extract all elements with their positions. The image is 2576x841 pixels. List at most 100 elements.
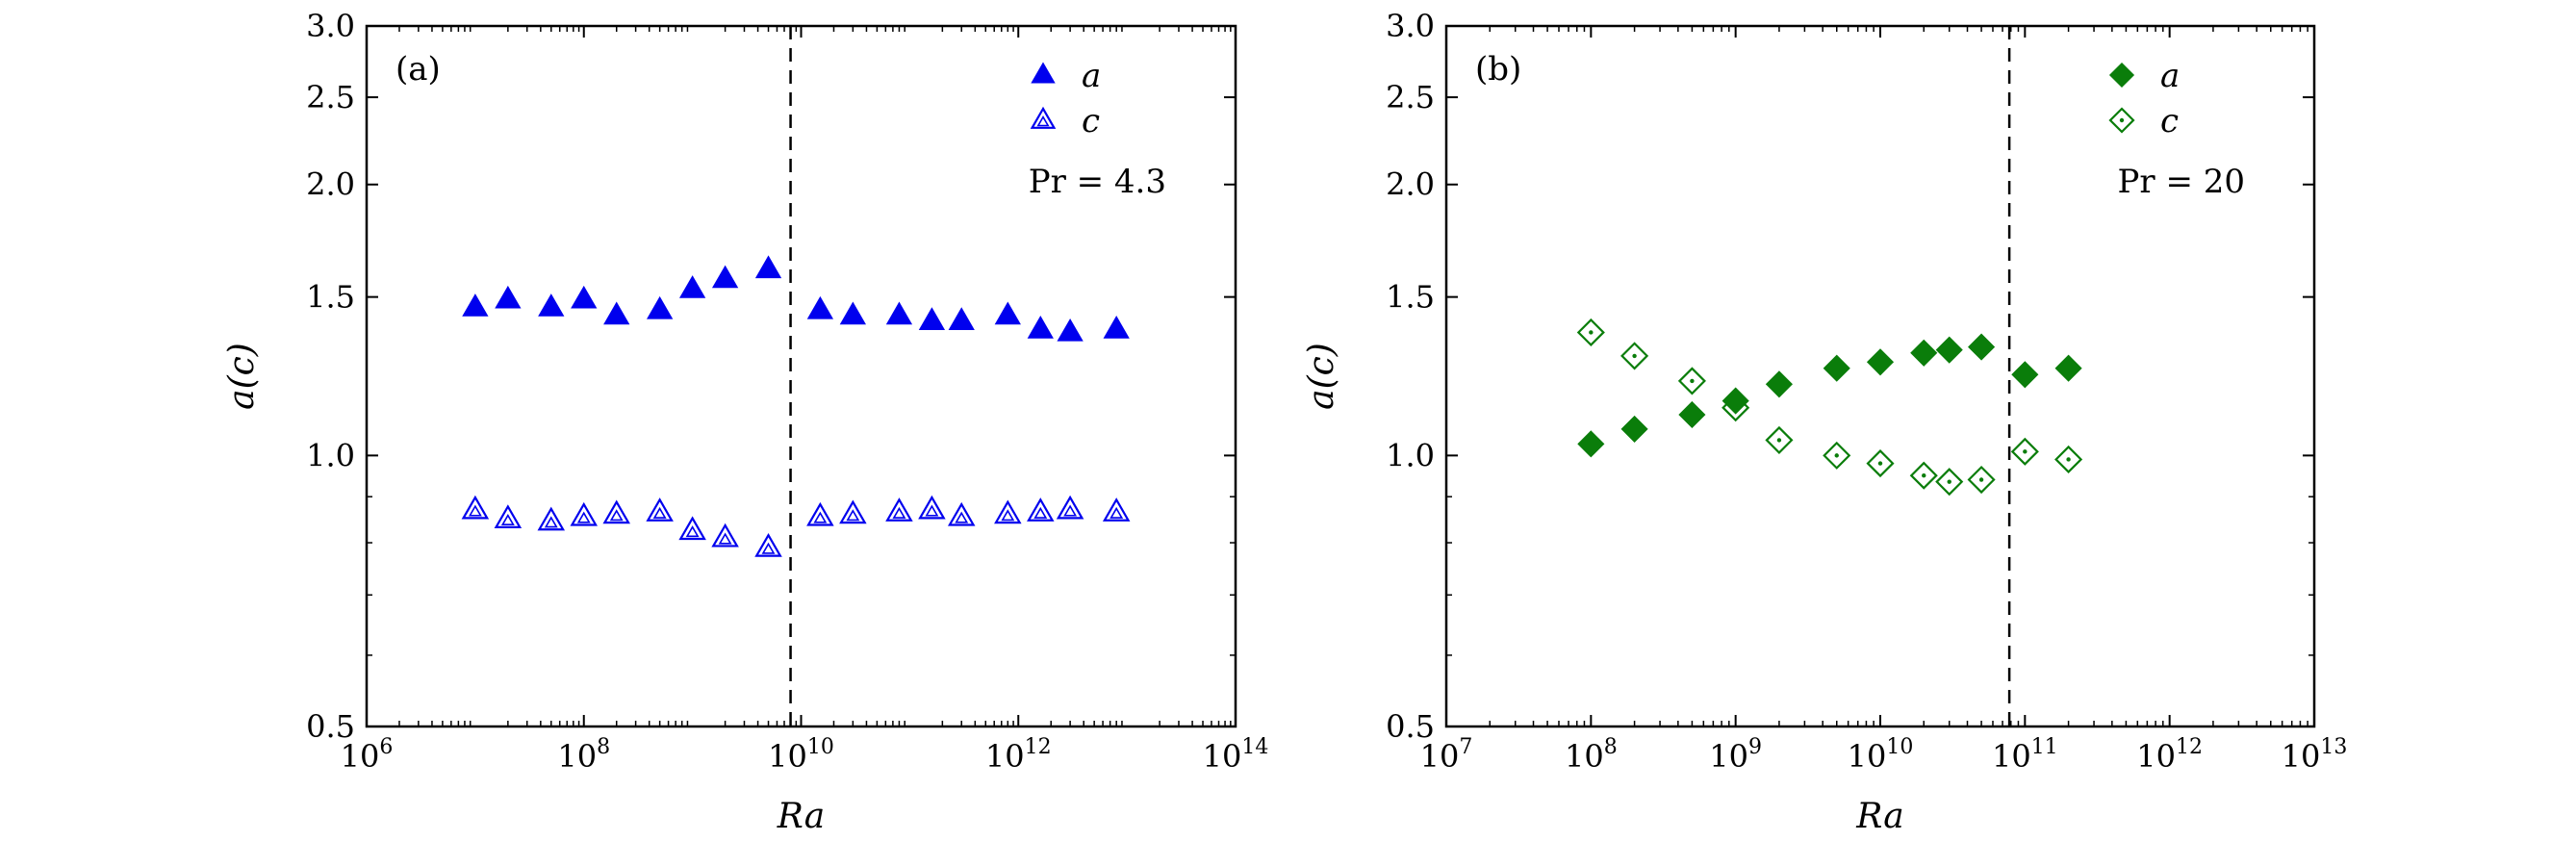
p0-x-tick-label: 108 <box>557 735 610 775</box>
p1-series-c-point <box>1909 461 1938 490</box>
p0-series-a-point <box>711 265 739 289</box>
p0-y-axis-label: a(c) <box>222 343 262 410</box>
p1-series-c-point <box>1823 441 1851 470</box>
panel-a: 106 108 1010 1012 10140.51.01.52.02.53.0Raa(… <box>222 8 1268 836</box>
p0-series-a-point <box>462 293 489 317</box>
panel-b: 107 108 109 1010 1011 1012 1013 0.5 1.0 1.5 2.0 2.5… <box>1302 8 2347 836</box>
p0-y-tick-label: 1.5 <box>306 279 355 316</box>
p1-series-c-point <box>1677 367 1706 395</box>
p0-plot-frame <box>365 24 1237 728</box>
p1-series-c-point <box>2054 445 2083 474</box>
p1-y-tick-label: 1.5 <box>1386 279 1435 316</box>
p0-series-a-point <box>538 293 565 317</box>
p1-series-a-point <box>1968 333 1996 361</box>
p0-series-a-point <box>839 301 867 325</box>
p0-series-c-point <box>1056 495 1084 520</box>
p0-series-c-point <box>918 495 946 520</box>
p1-x-tick-label: 1011 <box>1992 735 2058 775</box>
p0-legend-label-c: c <box>1082 102 1100 140</box>
p0-series-a-point <box>603 301 630 325</box>
p1-x-axis-label: Ra <box>1855 797 1903 836</box>
p0-series-c-point <box>947 501 976 526</box>
p1-series-a-point <box>1678 400 1706 429</box>
p1-x-tick-label: 107 <box>1420 735 1473 775</box>
p1-legend-marker-a <box>2108 62 2135 89</box>
p1-series-c-point <box>1935 468 1964 497</box>
p1-series-a-point <box>1577 430 1605 458</box>
p1-series-c-point <box>1765 425 1794 454</box>
p0-y-tick-label: 2.0 <box>306 166 355 203</box>
p0-series-a-point <box>806 295 834 319</box>
p1-x-tick-label: 1010 <box>1848 735 1914 775</box>
p0-legend-marker-a <box>1031 62 1056 84</box>
p0-series-a-point <box>495 285 522 309</box>
p0-series-c-point <box>994 499 1022 524</box>
p1-y-tick-label: 2.5 <box>1386 79 1435 115</box>
p0-panel-label: (a) <box>395 50 441 89</box>
p1-panel-label: (b) <box>1475 50 1521 89</box>
p1-series-a-point <box>1866 348 1895 376</box>
p1-prandtl-annotation: Pr = 20 <box>2118 163 2246 201</box>
p1-plot-frame <box>1444 24 2316 728</box>
p0-series-c-point <box>754 532 782 557</box>
p1-y-tick-label: 1.0 <box>1386 437 1435 473</box>
p1-series-a-point <box>1620 415 1648 443</box>
p0-x-axis-label: Ra <box>777 797 825 836</box>
p0-series-a-point <box>994 301 1021 325</box>
p1-series-a-point <box>1935 336 1963 364</box>
p0-y-tick-label: 3.0 <box>306 8 355 44</box>
p0-series-a-point <box>1103 316 1130 339</box>
p0-prandtl-annotation: Pr = 4.3 <box>1029 163 1166 201</box>
p1-series-a-point <box>1722 387 1749 415</box>
p0-series-a-point <box>948 307 975 330</box>
p0-legend-marker-c <box>1030 106 1057 129</box>
p0-series-c-point <box>602 499 630 524</box>
p0-series-a-point <box>918 307 946 330</box>
p1-y-tick-label: 0.5 <box>1386 708 1435 745</box>
p1-series-a-point <box>1910 339 1938 367</box>
p0-x-tick-label: 106 <box>341 735 394 775</box>
p0-y-tick-label: 1.0 <box>306 437 355 473</box>
p0-x-tick-label: 1014 <box>1203 735 1269 775</box>
p0-series-c-point <box>1102 497 1131 522</box>
p0-series-c-point <box>646 497 674 522</box>
p0-series-a-point <box>571 285 598 309</box>
p1-series-a-point <box>2011 361 2039 389</box>
p1-x-tick-label: 1013 <box>2282 735 2348 775</box>
p0-series-a-point <box>1057 318 1084 342</box>
p0-series-c-point <box>678 516 706 541</box>
p0-series-c-point <box>839 499 867 524</box>
p1-series-c-point <box>1866 449 1895 478</box>
p1-series-a-point <box>1823 354 1850 382</box>
p0-y-tick-label: 0.5 <box>306 708 355 745</box>
p1-legend-label-a: a <box>2160 57 2180 95</box>
p0-series-a-point <box>678 275 706 298</box>
p0-series-c-point <box>537 506 566 531</box>
p1-series-c-point <box>1967 465 1996 495</box>
p0-legend-label-a: a <box>1082 57 1101 95</box>
p0-series-c-point <box>806 501 834 526</box>
p1-y-tick-label: 3.0 <box>1386 8 1435 44</box>
p1-y-axis-label: a(c) <box>1302 343 1341 410</box>
p0-series-c-point <box>1027 497 1055 522</box>
p0-series-a-point <box>646 295 674 319</box>
p0-x-tick-label: 1012 <box>985 735 1052 775</box>
p1-series-c-point <box>2010 437 2039 466</box>
p1-series-a-point <box>2054 354 2082 382</box>
p0-x-tick-label: 1010 <box>768 735 834 775</box>
p1-x-tick-label: 108 <box>1565 735 1618 775</box>
p1-x-tick-label: 1012 <box>2136 735 2203 775</box>
p0-series-a-point <box>1027 316 1054 339</box>
p0-series-c-point <box>461 495 490 520</box>
p0-series-c-point <box>494 504 523 528</box>
p1-legend-label-c: c <box>2160 102 2179 140</box>
p0-series-c-point <box>570 501 599 526</box>
p0-series-a-point <box>754 255 782 279</box>
p1-series-c-point <box>1722 394 1750 422</box>
p1-y-tick-label: 2.0 <box>1386 166 1435 203</box>
p0-series-c-point <box>711 522 739 548</box>
p1-series-c-point <box>1576 318 1605 347</box>
p0-y-tick-label: 2.5 <box>306 79 355 115</box>
p0-series-a-point <box>885 301 913 325</box>
